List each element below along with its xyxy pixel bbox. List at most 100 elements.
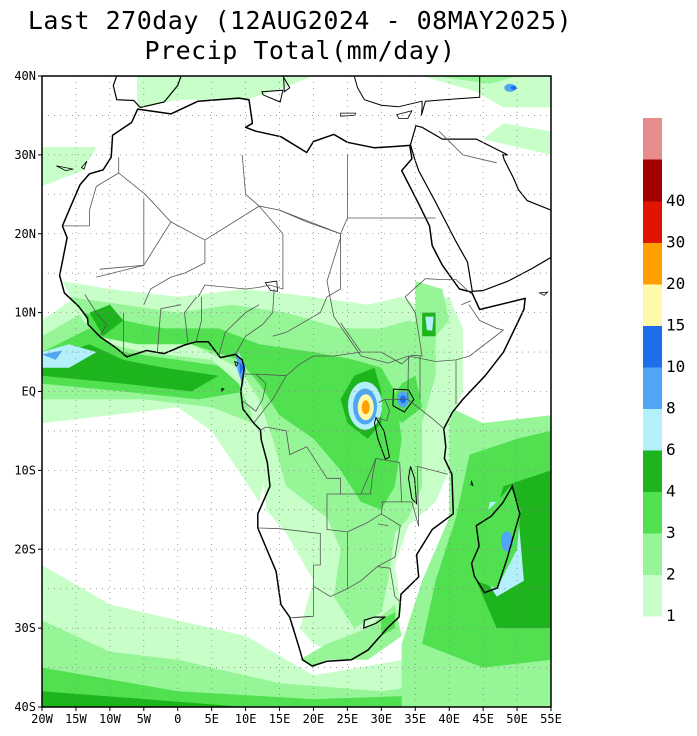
colorbar-label-20: 20 bbox=[666, 274, 685, 293]
country-border-23 bbox=[347, 513, 401, 567]
precip-mediterranean-1 bbox=[137, 76, 314, 108]
country-border-8 bbox=[347, 154, 428, 219]
iberia-coastline bbox=[112, 76, 182, 109]
colorbar-box-6 bbox=[643, 408, 662, 451]
italy-coastline bbox=[259, 76, 291, 93]
colorbar-label-4: 4 bbox=[666, 482, 676, 501]
colorbar-label-3: 3 bbox=[666, 523, 676, 542]
colorbar-box-40 bbox=[643, 159, 662, 202]
colorbar-box-10 bbox=[643, 325, 662, 368]
lesotho bbox=[363, 616, 387, 630]
country-border-25 bbox=[401, 465, 448, 527]
colorbar-box-above-40 bbox=[643, 118, 662, 160]
colorbar-box-20 bbox=[643, 242, 662, 285]
country-border-3 bbox=[99, 221, 172, 270]
colorbar-box-15 bbox=[643, 284, 662, 326]
country-border-36 bbox=[289, 615, 311, 619]
lat-label-40S: 40S bbox=[14, 700, 36, 714]
chart-title-line1: Last 270day (12AUG2024 - 08MAY2025) bbox=[27, 6, 573, 35]
lon-label-5W: 5W bbox=[137, 712, 152, 726]
colorbar-label-15: 15 bbox=[666, 316, 685, 335]
turkey-coastline bbox=[353, 76, 481, 116]
colorbar-label-2: 2 bbox=[666, 565, 676, 584]
country-border-20 bbox=[259, 527, 321, 619]
colorbar-label-6: 6 bbox=[666, 440, 676, 459]
lat-label-20S: 20S bbox=[14, 542, 36, 556]
precip-land-heavier bbox=[82, 312, 402, 510]
precip-atlantic-itcz-6 bbox=[42, 350, 63, 360]
bioko-island bbox=[234, 360, 239, 368]
precip-caspian-1 bbox=[504, 83, 517, 92]
cyprus-coastline bbox=[396, 110, 413, 119]
lon-label-10W: 10W bbox=[99, 712, 121, 726]
lat-label-20N: 20N bbox=[14, 227, 36, 241]
lon-label-15W: 15W bbox=[65, 712, 87, 726]
sao-tome bbox=[221, 387, 225, 393]
lat-label-10N: 10N bbox=[14, 306, 36, 320]
country-border-27 bbox=[384, 399, 445, 429]
country-border-14 bbox=[84, 294, 107, 337]
precip-caspian-2 bbox=[510, 85, 517, 90]
country-border-10 bbox=[340, 278, 426, 365]
chart-title-line2: Precip Total(mm/day) bbox=[144, 36, 456, 65]
country-border-35 bbox=[377, 523, 389, 526]
canary-islands-2 bbox=[56, 165, 74, 172]
country-border-18 bbox=[253, 375, 287, 424]
country-border-16 bbox=[235, 288, 275, 355]
colorbar-label-30: 30 bbox=[666, 233, 685, 252]
lon-label-50E: 50E bbox=[506, 712, 528, 726]
canary-islands bbox=[80, 160, 88, 170]
precip-hotspot-20mm bbox=[361, 400, 370, 415]
colorbar-box-8 bbox=[643, 367, 662, 409]
country-border-17 bbox=[242, 351, 362, 377]
arabia-coastline bbox=[409, 124, 551, 292]
colorbar-label-1: 1 bbox=[666, 606, 676, 625]
country-border-32 bbox=[425, 278, 472, 294]
country-border-21 bbox=[313, 531, 348, 598]
precip-natal-coast bbox=[299, 604, 402, 668]
country-border-28 bbox=[407, 355, 409, 400]
colorbar-label-40: 40 bbox=[666, 191, 685, 210]
colorbar-box-30 bbox=[643, 201, 662, 243]
precip-ethiopia-3 bbox=[425, 316, 434, 331]
precip-turkey-1 bbox=[354, 76, 551, 108]
lon-label-15E: 15E bbox=[269, 712, 291, 726]
precip-atlantic-itcz-5 bbox=[42, 344, 97, 368]
africa-coastline bbox=[58, 97, 526, 667]
lake-malawi bbox=[407, 466, 418, 505]
lon-label-5E: 5E bbox=[204, 712, 218, 726]
country-border-11 bbox=[184, 296, 198, 343]
lon-label-35E: 35E bbox=[404, 712, 426, 726]
colorbar-box-1 bbox=[643, 574, 662, 617]
comoros bbox=[470, 479, 474, 487]
lon-label-20W: 20W bbox=[31, 712, 53, 726]
lon-label-45E: 45E bbox=[472, 712, 494, 726]
lat-label-10S: 10S bbox=[14, 463, 36, 477]
lon-label-25E: 25E bbox=[337, 712, 359, 726]
country-border-38 bbox=[218, 304, 260, 357]
country-border-4 bbox=[143, 240, 206, 305]
precip-madagascar bbox=[473, 486, 521, 589]
precip-cameroon-coast-3 bbox=[239, 361, 244, 375]
precip-iran-1 bbox=[483, 123, 551, 155]
colorbar-box-2 bbox=[643, 533, 662, 575]
lat-label-EQ: EQ bbox=[22, 385, 36, 399]
sicily-coastline bbox=[261, 89, 284, 103]
country-border-26 bbox=[375, 398, 390, 422]
lon-label-10E: 10E bbox=[235, 712, 257, 726]
colorbar-box-3 bbox=[643, 491, 662, 534]
country-border-9 bbox=[340, 217, 348, 234]
precip-south-ocean-band-4 bbox=[42, 691, 246, 707]
lat-label-40N: 40N bbox=[14, 69, 36, 83]
lon-label-55E: 55E bbox=[540, 712, 562, 726]
country-border-12 bbox=[157, 304, 182, 353]
lon-label-30E: 30E bbox=[370, 712, 392, 726]
lat-label-30N: 30N bbox=[14, 148, 36, 162]
precip-turkey-2 bbox=[435, 76, 518, 84]
lon-label-20E: 20E bbox=[303, 712, 325, 726]
colorbar-box-4 bbox=[643, 450, 662, 492]
country-border-37 bbox=[240, 373, 267, 412]
country-border-31 bbox=[461, 300, 472, 306]
